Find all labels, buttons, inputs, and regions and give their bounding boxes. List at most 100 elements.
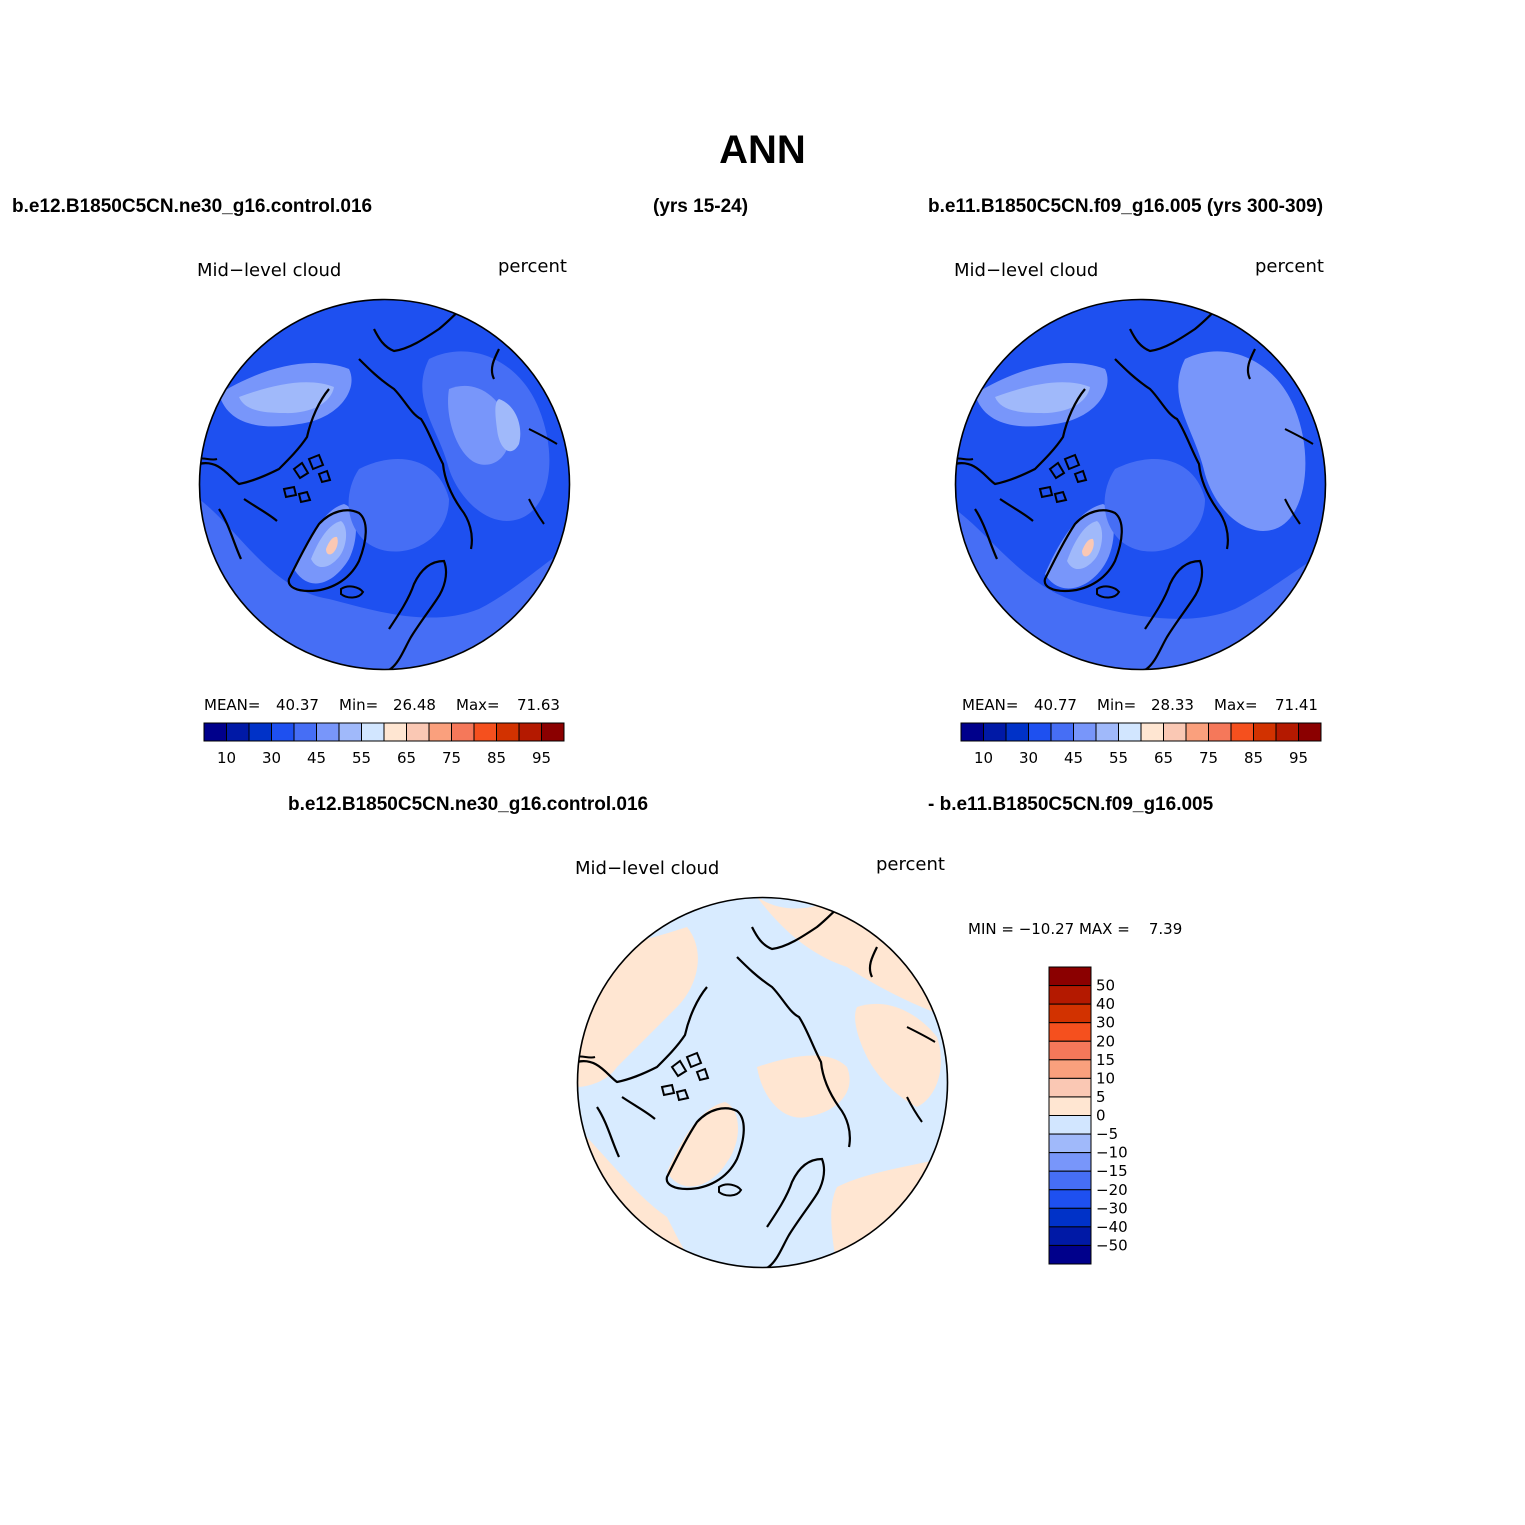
polar-map-difference (576, 896, 949, 1269)
panel1-min-value: 26.48 (393, 696, 436, 714)
colorbar-case-b-swatch (1298, 722, 1322, 742)
colorbar-difference-swatch (1048, 1244, 1092, 1265)
colorbar-difference-swatch (1048, 1170, 1092, 1191)
colorbar-case-b-swatch (1208, 722, 1232, 742)
colorbar-difference-tick-label: −50 (1096, 1236, 1128, 1254)
diff-positive-east (855, 1003, 941, 1107)
colorbar-case-b-swatch (1095, 722, 1119, 742)
colorbar-case-a-tick-label: 10 (217, 749, 236, 767)
map2-mid-field (955, 509, 1326, 670)
colorbar-case-a-tick-label: 65 (397, 749, 416, 767)
map1-pole-field (348, 459, 449, 552)
colorbar-difference-tick-label: 50 (1096, 977, 1115, 995)
polar-map-case-b (954, 298, 1327, 671)
colorbar-case-b-swatch (1140, 722, 1164, 742)
map1-coast-canada (199, 388, 330, 560)
colorbar-difference-tick-label: −10 (1096, 1144, 1128, 1162)
diff-coast-iceland (718, 1183, 743, 1197)
colorbar-difference-swatch (1048, 1133, 1092, 1154)
map2-coast-scandinavia (1144, 559, 1204, 670)
colorbar-difference-swatch (1048, 1152, 1092, 1172)
colorbar-difference-swatch (1048, 1059, 1092, 1079)
top-left-years-label: (yrs 15-24) (653, 196, 749, 217)
diff-coast-archipelago (660, 1051, 710, 1102)
colorbar-case-a-tick-label: 95 (532, 749, 551, 767)
figure-title: ANN (719, 128, 806, 172)
map2-greenland-max (1082, 538, 1094, 557)
map1-siberia-core (495, 399, 521, 452)
colorbar-case-a-swatch (203, 722, 227, 742)
panel1-min-label: Min= (339, 696, 379, 714)
diff-units-label: percent (876, 854, 945, 875)
diff-minmax-label: MIN = −10.27 MAX = 7.39 (968, 920, 1183, 938)
colorbar-case-b-tick-label: 10 (974, 749, 993, 767)
colorbar-case-a-swatch (428, 722, 452, 742)
colorbar-case-b-swatch (1230, 722, 1254, 742)
colorbar-difference-tick-label: −15 (1096, 1162, 1128, 1180)
colorbar-case-b-tick-label: 95 (1289, 749, 1308, 767)
colorbar-case-a-swatch (293, 722, 317, 742)
colorbar-case-b-tick-label: 30 (1019, 749, 1038, 767)
colorbar-case-a-swatch (496, 722, 520, 742)
colorbar-difference-swatch (1048, 1207, 1092, 1228)
colorbar-case-a-swatch (271, 722, 295, 742)
panel2-mean-value: 40.77 (1034, 696, 1077, 714)
top-left-case-label: b.e12.B1850C5CN.ne30_g16.control.016 (12, 196, 373, 217)
map2-pole-field (1104, 459, 1205, 552)
colorbar-difference-swatch (1048, 1226, 1092, 1246)
polar-map-case-a (198, 298, 571, 671)
colorbar-case-b-swatch (1275, 722, 1299, 742)
colorbar-case-a-swatch (226, 722, 250, 742)
colorbar-difference-tick-label: 5 (1096, 1088, 1106, 1106)
colorbar-case-a-swatch (518, 722, 542, 742)
diff-coast-scandinavia (766, 1157, 826, 1268)
map1-west-cloud-core (239, 382, 334, 414)
diff-positive-greenland (667, 1102, 739, 1187)
colorbar-case-a-swatch (383, 722, 407, 742)
map2-east-field (1178, 351, 1306, 531)
colorbar-difference-swatch (1048, 966, 1092, 987)
colorbar-case-b-tick-label: 85 (1244, 749, 1263, 767)
colorbar-case-a-swatch (316, 722, 340, 742)
colorbar-case-a-tick-label: 30 (262, 749, 281, 767)
colorbar-case-b-swatch (1118, 722, 1142, 742)
panel2-max-label: Max= (1214, 696, 1258, 714)
colorbar-case-b-swatch (1253, 722, 1277, 742)
panel1-max-label: Max= (456, 696, 500, 714)
colorbar-case-b: 10 30 45 55 65 75 85 95 (960, 722, 1322, 767)
colorbar-case-a-swatch (406, 722, 430, 742)
panel2-min-value: 28.33 (1151, 696, 1194, 714)
colorbar-case-a-swatch (248, 722, 272, 742)
map2-greenland-lighter (1067, 521, 1103, 570)
colorbar-case-b-swatch (1073, 722, 1097, 742)
colorbar-difference-swatch (1048, 1077, 1092, 1098)
colorbar-difference-tick-label: −30 (1096, 1199, 1128, 1217)
colorbar-difference-tick-label: 15 (1096, 1051, 1115, 1069)
colorbar-case-b-tick-label: 75 (1199, 749, 1218, 767)
colorbar-case-b-tick-label: 45 (1064, 749, 1083, 767)
panel2-min-label: Min= (1097, 696, 1137, 714)
diff-coast-canada (577, 986, 708, 1158)
map2-coast-eurasia (1114, 308, 1256, 550)
map1-coast-archipelago (282, 453, 332, 504)
diff-variable-label: Mid−level cloud (575, 858, 720, 879)
map2-coast-greenland (1043, 509, 1123, 593)
diff-coast-greenland (665, 1107, 745, 1191)
colorbar-difference-swatch (1048, 1022, 1092, 1042)
colorbar-case-a-swatch (338, 722, 362, 742)
map2-coast-iceland (1096, 585, 1121, 599)
colorbar-case-b-swatch (1050, 722, 1074, 742)
colorbar-difference-tick-label: 0 (1096, 1107, 1106, 1125)
colorbar-case-b-swatch (983, 722, 1007, 742)
map2-coast-canada (955, 388, 1086, 560)
colorbar-case-b-swatch (960, 722, 984, 742)
map2-coast-archipelago (1038, 453, 1088, 504)
map1-greenland-max (326, 536, 338, 555)
colorbar-difference-tick-label: −20 (1096, 1181, 1128, 1199)
panel2-variable-label: Mid−level cloud (954, 260, 1099, 281)
colorbar-case-a-swatch (473, 722, 497, 742)
colorbar-case-b-swatch (1185, 722, 1209, 742)
colorbar-difference-swatch (1048, 985, 1092, 1005)
diff-case-b-label: - b.e11.B1850C5CN.f09_g16.005 (928, 794, 1214, 815)
